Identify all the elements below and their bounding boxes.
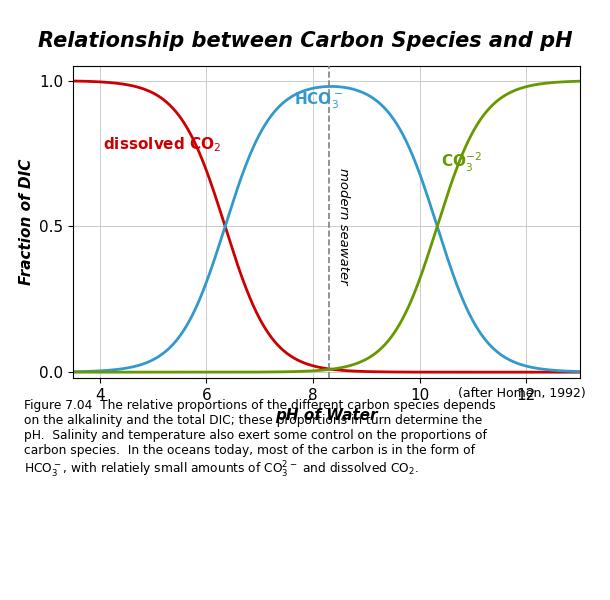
- Text: (after Homen, 1992): (after Homen, 1992): [458, 387, 586, 400]
- X-axis label: pH of Water: pH of Water: [275, 408, 378, 423]
- Text: modern seawater: modern seawater: [337, 168, 350, 284]
- Y-axis label: Fraction of DIC: Fraction of DIC: [19, 159, 34, 285]
- Text: Relationship between Carbon Species and pH: Relationship between Carbon Species and …: [38, 31, 572, 51]
- Text: Figure 7.04  The relative proportions of the different carbon species depends
on: Figure 7.04 The relative proportions of …: [24, 399, 496, 480]
- Text: CO$_3^{-2}$: CO$_3^{-2}$: [441, 151, 482, 174]
- Text: dissolved CO$_2$: dissolved CO$_2$: [102, 136, 221, 154]
- Text: HCO$_3^-$: HCO$_3^-$: [295, 91, 343, 111]
